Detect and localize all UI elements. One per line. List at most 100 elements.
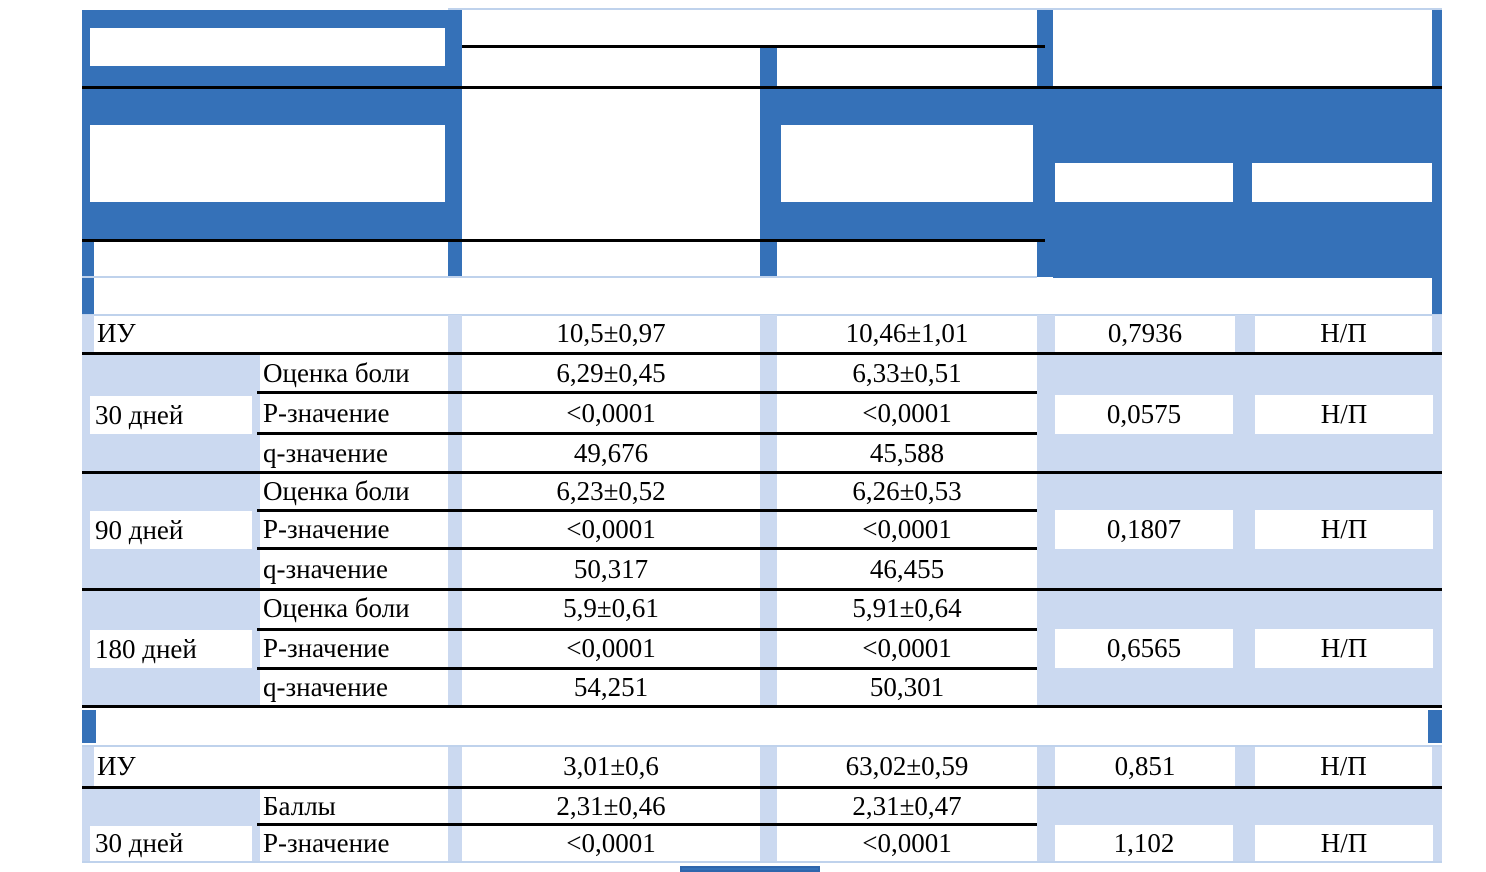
header-column-divider xyxy=(448,240,462,277)
value-cell: <0,0001 xyxy=(566,633,656,663)
period-box xyxy=(90,630,252,668)
row-label: Оценка боли xyxy=(263,476,410,506)
row-divider xyxy=(82,745,1442,747)
row-border-line xyxy=(257,432,1037,435)
row-label: q-значение xyxy=(263,437,388,468)
row-label: Оценка боли xyxy=(263,593,410,623)
value-cell: 10,5±0,97 xyxy=(556,318,666,348)
row-label: ИУ xyxy=(97,318,136,348)
p-value-cell: 0,851 xyxy=(1114,751,1176,781)
column-stripe xyxy=(760,747,777,861)
value-cell: 2,31±0,47 xyxy=(852,790,962,821)
period-label: 30 дней xyxy=(95,828,184,858)
value-cell: 6,33±0,51 xyxy=(852,357,962,388)
group-border-line xyxy=(82,588,1442,591)
value-cell: 46,455 xyxy=(869,553,945,584)
header-border-line xyxy=(462,45,1045,48)
period-box xyxy=(90,511,252,549)
header-right-edge-strip xyxy=(1432,10,1442,87)
p-value-cell: 0,1807 xyxy=(1106,514,1182,544)
redacted-header-box xyxy=(90,125,445,202)
row-label: Р-значение xyxy=(263,397,390,428)
spacer-right-marker xyxy=(1428,710,1442,743)
header-column-divider xyxy=(760,46,777,277)
conclusion-cell: Н/П xyxy=(1320,751,1367,781)
conclusion-cell: Н/П xyxy=(1320,827,1368,858)
row-border-line xyxy=(257,509,1037,512)
p-value-cell: 0,0575 xyxy=(1106,399,1182,429)
value-cell: 5,9±0,61 xyxy=(563,593,659,623)
row-label: ИУ xyxy=(97,751,136,781)
row-label: q-значение xyxy=(263,553,388,584)
conclusion-cell: Н/П xyxy=(1320,514,1368,544)
header-border-line xyxy=(82,86,1442,89)
column-stripe xyxy=(1037,747,1055,786)
period-label: 30 дней xyxy=(95,399,184,430)
group-border-line xyxy=(82,471,1442,474)
value-cell: 50,301 xyxy=(869,672,945,702)
value-cell: 54,251 xyxy=(573,672,649,702)
header-column-divider xyxy=(1037,10,1053,277)
row-label: Р-значение xyxy=(263,828,390,858)
row-edge-stripe xyxy=(82,315,94,352)
row-label: Оценка боли xyxy=(263,357,410,388)
value-cell: 6,23±0,52 xyxy=(556,476,666,506)
conclusion-box xyxy=(1255,825,1433,861)
bottom-selection-bar xyxy=(680,866,820,872)
value-cell: 50,317 xyxy=(573,553,649,584)
row-label: Р-значение xyxy=(263,633,390,663)
p-value-cell: 1,102 xyxy=(1113,827,1175,858)
row-border-line xyxy=(82,352,1442,355)
value-cell: 45,588 xyxy=(869,437,945,468)
p-value-box xyxy=(1055,395,1233,434)
p-value-box xyxy=(1055,629,1233,668)
value-cell: 49,676 xyxy=(573,437,649,468)
row-edge-stripe xyxy=(1432,315,1442,352)
row-label: Баллы xyxy=(263,790,336,821)
table-top-border xyxy=(448,8,1442,10)
value-cell: 5,91±0,64 xyxy=(852,593,962,623)
conclusion-cell: Н/П xyxy=(1320,318,1367,348)
row-border-line xyxy=(257,547,1037,550)
value-cell: <0,0001 xyxy=(566,514,656,544)
value-cell: 63,02±0,59 xyxy=(845,751,969,781)
row-edge-stripe xyxy=(82,747,94,786)
p-value-box xyxy=(1055,510,1233,549)
period-label: 180 дней xyxy=(95,633,197,664)
row-label: q-значение xyxy=(263,672,388,702)
row-border-line xyxy=(257,391,1037,394)
value-cell: 3,01±0,6 xyxy=(563,751,659,781)
value-cell: <0,0001 xyxy=(862,633,952,663)
redacted-header-box xyxy=(1252,163,1432,202)
header-right-edge-strip xyxy=(1432,278,1442,315)
value-cell: <0,0001 xyxy=(566,828,656,858)
p-value-cell: 0,7936 xyxy=(1107,318,1183,348)
period-box xyxy=(90,396,252,434)
row-label: Р-значение xyxy=(263,514,390,544)
period-label: 90 дней xyxy=(95,514,184,545)
row-border-line xyxy=(257,628,1037,631)
redacted-header-box xyxy=(781,125,1033,202)
row-border-line xyxy=(82,786,1442,789)
redacted-header-box xyxy=(90,28,445,66)
value-cell: 6,26±0,53 xyxy=(852,476,962,506)
conclusion-box xyxy=(1255,629,1433,668)
group-border-line xyxy=(82,705,1442,708)
conclusion-cell: Н/П xyxy=(1320,633,1368,663)
conclusion-box xyxy=(1255,395,1433,434)
value-cell: <0,0001 xyxy=(862,514,952,544)
value-cell: <0,0001 xyxy=(566,397,656,428)
period-box xyxy=(90,826,252,861)
conclusion-cell: Н/П xyxy=(1320,399,1368,429)
p-value-box xyxy=(1055,825,1233,861)
header-border-line xyxy=(82,239,1045,242)
header-thin-divider xyxy=(82,276,1037,278)
value-cell: 10,46±1,01 xyxy=(845,318,969,348)
value-cell: 6,29±0,45 xyxy=(556,357,666,388)
redacted-header-box xyxy=(1055,163,1233,202)
value-cell: <0,0001 xyxy=(862,397,952,428)
row-edge-stripe xyxy=(1432,747,1442,786)
p-value-cell: 0,6565 xyxy=(1106,633,1182,663)
conclusion-box xyxy=(1255,510,1433,549)
